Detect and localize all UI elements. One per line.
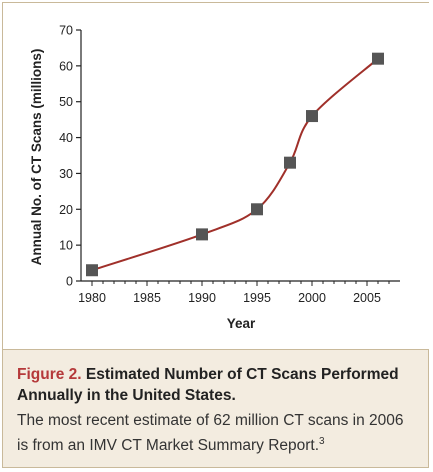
caption-body-text: The most recent estimate of 62 million C… — [17, 412, 404, 455]
data-point — [306, 110, 318, 123]
y-tick-label: 60 — [59, 59, 73, 73]
data-point — [86, 264, 98, 277]
data-markers — [86, 52, 384, 277]
x-tick-label: 2000 — [298, 291, 326, 305]
data-point — [284, 156, 296, 169]
x-axis-title: Year — [227, 316, 256, 331]
y-tick-label: 30 — [59, 167, 73, 181]
caption-title-text: Estimated Number of CT Scans Performed A… — [17, 366, 399, 404]
y-axis: 0 10 20 30 40 50 60 70 — [59, 24, 82, 289]
y-axis-title: Annual No. of CT Scans (millions) — [29, 49, 44, 266]
x-axis: 1980 1985 1990 1995 2000 2005 — [78, 280, 400, 305]
chart-area: 0 10 20 30 40 50 60 70 1980 1985 1990 1995 2000 2005… — [3, 3, 430, 349]
x-tick-label: 1980 — [78, 291, 106, 305]
x-tick-label: 1995 — [243, 291, 271, 305]
y-tick-label: 0 — [66, 275, 73, 289]
reference-superscript: 3 — [319, 436, 325, 447]
data-point — [372, 52, 384, 65]
y-tick-label: 40 — [59, 131, 73, 145]
x-tick-label: 2005 — [353, 291, 381, 305]
y-tick-label: 20 — [59, 203, 73, 217]
data-point — [251, 203, 263, 216]
series-line — [91, 57, 379, 272]
x-tick-label: 1990 — [188, 291, 216, 305]
caption-title: Figure 2. Estimated Number of CT Scans P… — [17, 364, 414, 406]
x-tick-label: 1985 — [133, 291, 161, 305]
figure-label: Figure 2. — [17, 366, 82, 383]
data-point — [196, 228, 208, 241]
caption-body: The most recent estimate of 62 million C… — [17, 410, 414, 456]
figure-caption: Figure 2. Estimated Number of CT Scans P… — [3, 349, 428, 467]
y-tick-label: 50 — [59, 95, 73, 109]
ct-scans-chart: 0 10 20 30 40 50 60 70 1980 1985 1990 1995 2000 2005… — [29, 24, 400, 331]
y-tick-label: 70 — [59, 24, 73, 38]
figure-frame: 0 10 20 30 40 50 60 70 1980 1985 1990 1995 2000 2005… — [2, 2, 430, 468]
y-tick-label: 10 — [59, 239, 73, 253]
